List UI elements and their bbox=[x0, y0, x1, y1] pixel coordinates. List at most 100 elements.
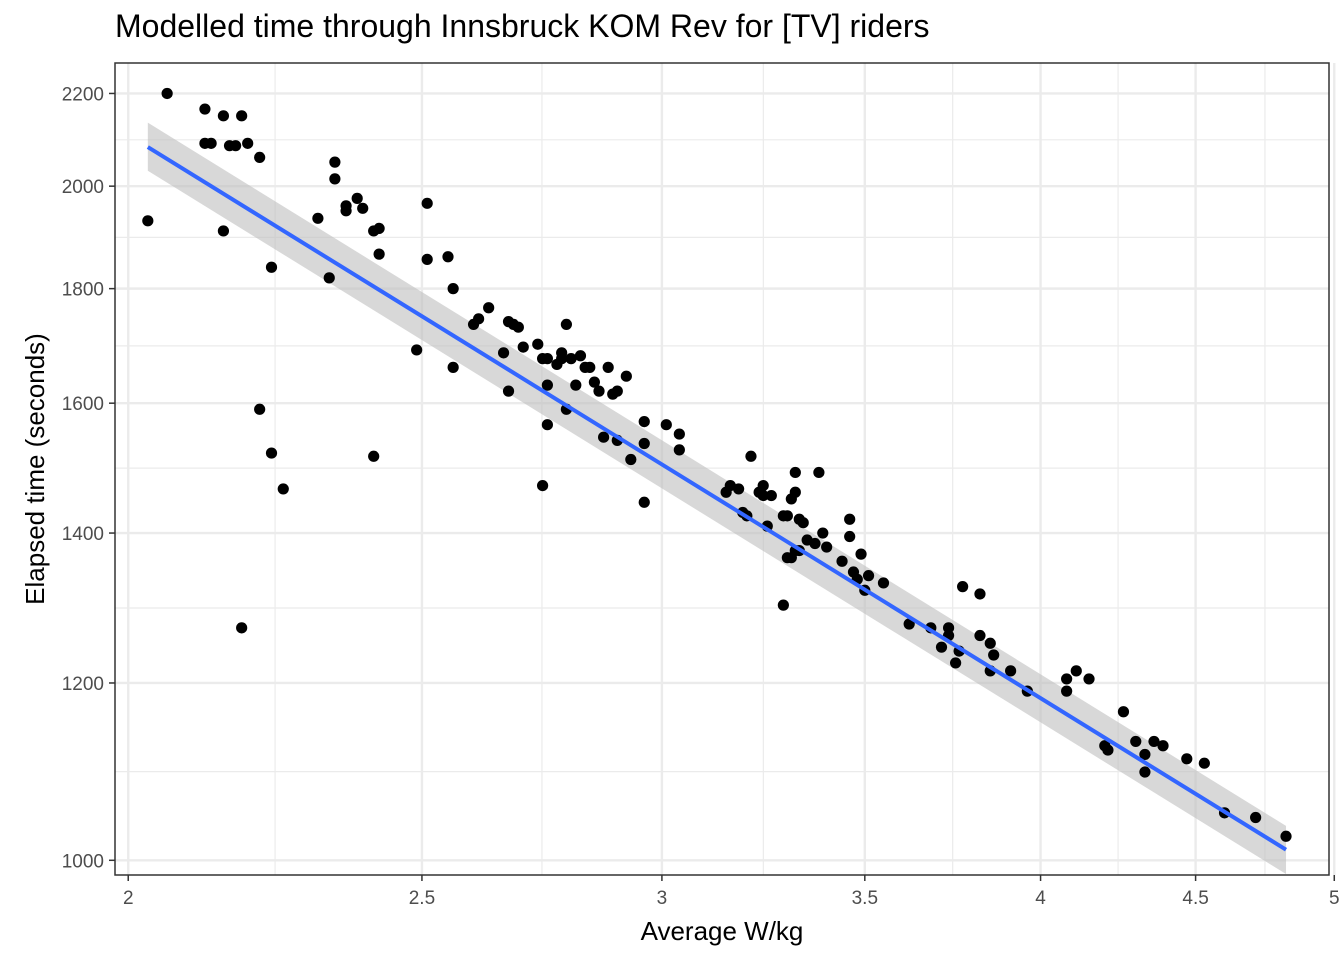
data-point bbox=[329, 156, 341, 168]
data-point bbox=[411, 344, 423, 356]
x-axis-title: Average W/kg bbox=[641, 916, 804, 946]
data-point bbox=[329, 173, 341, 185]
x-tick-label: 3 bbox=[657, 888, 668, 909]
y-tick-label: 2000 bbox=[62, 177, 104, 198]
data-point bbox=[588, 376, 600, 388]
data-point bbox=[903, 618, 915, 630]
data-points bbox=[142, 87, 1292, 842]
data-point bbox=[974, 588, 986, 600]
data-point bbox=[541, 379, 553, 391]
x-tick-label: 4.5 bbox=[1182, 888, 1208, 909]
data-point bbox=[789, 466, 801, 479]
data-point bbox=[1061, 673, 1073, 685]
x-axis-ticks: 2 2.5 3 3.5 4 4.5 5 bbox=[123, 875, 1340, 909]
data-point bbox=[602, 361, 614, 373]
y-tick-label: 1800 bbox=[62, 280, 104, 301]
data-point bbox=[809, 537, 821, 550]
y-axis-title: Elapsed time (seconds) bbox=[20, 333, 50, 605]
data-point bbox=[813, 466, 825, 479]
data-point bbox=[1250, 811, 1262, 824]
data-point bbox=[1061, 685, 1073, 697]
data-point bbox=[797, 517, 809, 529]
data-point bbox=[442, 251, 454, 263]
data-point bbox=[242, 137, 254, 149]
data-point bbox=[312, 212, 324, 224]
x-tick-label: 3.5 bbox=[852, 888, 878, 909]
data-point bbox=[855, 548, 867, 560]
data-point bbox=[638, 415, 650, 428]
data-point bbox=[844, 530, 856, 543]
data-point bbox=[340, 205, 352, 217]
data-point bbox=[254, 151, 266, 164]
data-point bbox=[265, 447, 278, 459]
data-point bbox=[1148, 735, 1160, 748]
data-point bbox=[541, 353, 553, 365]
data-point bbox=[1083, 673, 1095, 685]
data-point bbox=[862, 570, 875, 582]
data-point bbox=[236, 110, 248, 122]
data-point bbox=[1198, 757, 1210, 769]
data-point bbox=[611, 385, 623, 397]
data-point bbox=[230, 140, 242, 152]
y-axis-ticks: 1000 1200 1400 1600 1800 2000 2200 bbox=[62, 84, 115, 872]
data-point bbox=[556, 347, 568, 359]
data-point bbox=[1005, 665, 1017, 677]
data-point bbox=[1139, 748, 1151, 761]
data-point bbox=[625, 453, 637, 466]
data-point bbox=[236, 622, 248, 634]
data-point bbox=[560, 318, 572, 331]
y-tick-label: 1600 bbox=[62, 394, 104, 415]
data-point bbox=[593, 385, 605, 397]
data-point bbox=[789, 486, 801, 498]
data-point bbox=[447, 283, 459, 295]
data-point bbox=[935, 641, 948, 653]
data-point bbox=[502, 385, 515, 397]
data-point bbox=[1070, 665, 1082, 677]
x-tick-label: 4 bbox=[1035, 888, 1046, 909]
data-point bbox=[142, 215, 154, 227]
data-point bbox=[1280, 830, 1292, 842]
data-point bbox=[836, 555, 848, 567]
data-point bbox=[512, 321, 524, 333]
y-tick-label: 1200 bbox=[62, 674, 104, 695]
data-point bbox=[570, 379, 582, 391]
data-point bbox=[351, 192, 363, 204]
data-point bbox=[357, 202, 369, 214]
data-point bbox=[584, 361, 596, 373]
data-point bbox=[161, 87, 173, 100]
y-tick-label: 1400 bbox=[62, 524, 104, 545]
data-point bbox=[323, 272, 335, 284]
data-point bbox=[821, 541, 833, 553]
data-point bbox=[254, 403, 266, 415]
data-point bbox=[620, 370, 632, 382]
data-point bbox=[1102, 744, 1114, 756]
data-point bbox=[942, 622, 955, 634]
data-point bbox=[765, 489, 777, 502]
data-point bbox=[1139, 766, 1151, 778]
data-point bbox=[781, 510, 793, 522]
data-point bbox=[368, 450, 380, 462]
data-point bbox=[757, 480, 769, 492]
minor-gridlines bbox=[115, 63, 1329, 875]
x-tick-label: 2.5 bbox=[409, 888, 435, 909]
data-point bbox=[1117, 706, 1130, 718]
data-point bbox=[638, 496, 650, 508]
data-point bbox=[532, 338, 544, 350]
data-point bbox=[957, 581, 969, 593]
data-point bbox=[574, 350, 587, 362]
data-point bbox=[974, 629, 986, 642]
data-point bbox=[757, 489, 769, 502]
data-point bbox=[217, 110, 230, 122]
data-point bbox=[536, 480, 549, 492]
data-point bbox=[777, 599, 789, 611]
data-point bbox=[565, 353, 577, 365]
data-point bbox=[277, 483, 289, 495]
data-point bbox=[988, 649, 1000, 661]
x-tick-label: 2 bbox=[123, 888, 134, 909]
y-tick-label: 2200 bbox=[62, 84, 104, 105]
data-point bbox=[1130, 735, 1142, 748]
data-point bbox=[205, 137, 217, 149]
panel-border bbox=[114, 62, 1330, 876]
data-point bbox=[421, 253, 433, 265]
